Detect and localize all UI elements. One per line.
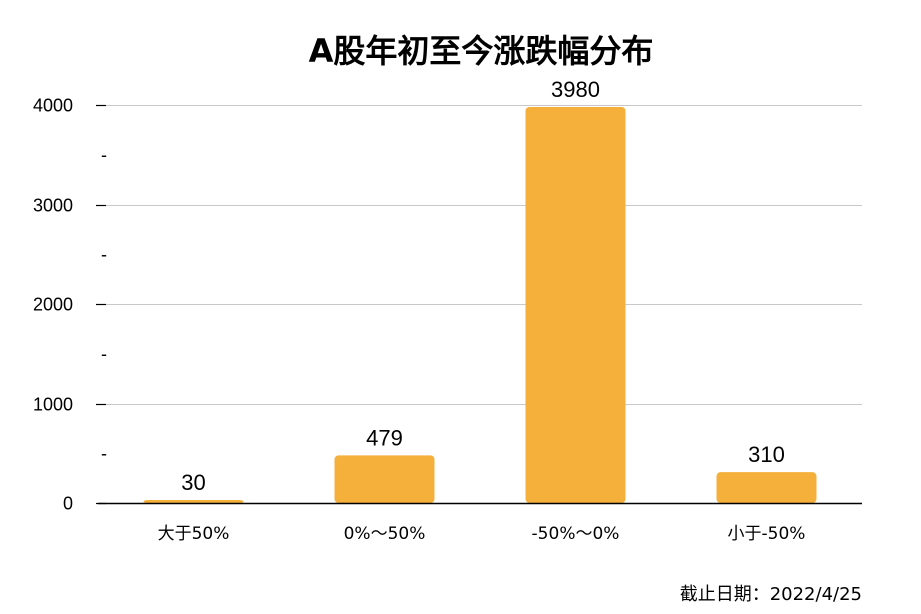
bars [143, 106, 817, 504]
y-minor-tick: - [101, 443, 107, 463]
x-category-label: 大于50% [158, 524, 230, 544]
date-note: 截止日期：2022/4/25 [680, 584, 862, 605]
y-tick-label: 2000 [33, 295, 73, 315]
y-tick-label: 3000 [33, 196, 73, 216]
y-tick-label: 1000 [33, 395, 73, 415]
x-axis-categories: 大于50% 0%～50% -50%～0% 小于-50% [158, 524, 806, 544]
y-minor-tick: - [101, 145, 107, 165]
x-category-label: -50%～0% [532, 524, 620, 544]
bar-value-label: 479 [366, 425, 403, 450]
y-tick-label: 0 [63, 494, 73, 514]
bar [334, 455, 435, 503]
bar-value-label: 30 [181, 470, 205, 495]
bar-value-label: 310 [748, 442, 785, 467]
gridlines [98, 105, 862, 405]
bar [716, 472, 817, 503]
y-minor-tick: - [101, 344, 107, 364]
bar-value-label: 3980 [551, 77, 600, 102]
value-labels: 30 479 3980 310 [181, 77, 785, 495]
y-tick-label: 4000 [33, 96, 73, 116]
chart-title: A股年初至今涨跌幅分布 [309, 32, 654, 70]
y-minor-tick: - [101, 244, 107, 264]
x-category-label: 小于-50% [728, 524, 806, 544]
x-category-label: 0%～50% [344, 524, 426, 544]
bar [143, 500, 244, 503]
y-axis-ticks: 0 1000 2000 3000 4000 - - - - [33, 96, 107, 514]
bar [525, 106, 626, 504]
